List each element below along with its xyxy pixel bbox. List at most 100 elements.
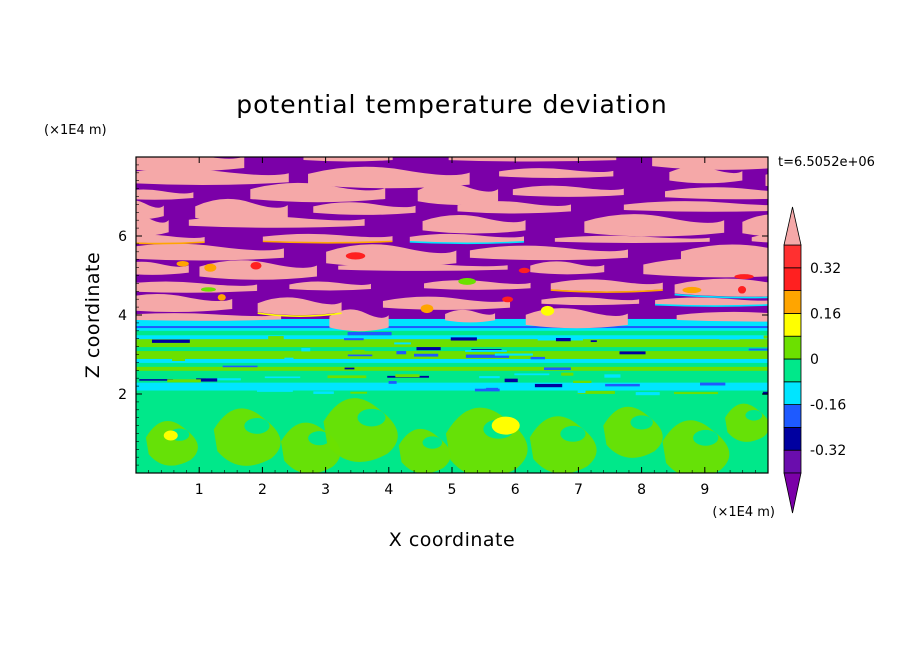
- stratum: [541, 296, 640, 306]
- stratum: [530, 261, 605, 275]
- streak-fleck: [450, 337, 477, 341]
- colorbar-segment: [783, 404, 802, 428]
- stratum: [136, 294, 233, 312]
- streak-fleck: [344, 367, 355, 370]
- front-edge: [409, 241, 525, 245]
- warm-cell: [682, 286, 702, 294]
- streak-fleck: [748, 348, 768, 351]
- streak-fleck: [555, 337, 571, 342]
- contour-field: [136, 157, 768, 473]
- eddy-core-1: [244, 418, 270, 434]
- streak-fleck: [544, 367, 571, 371]
- warm-cell: [217, 294, 226, 301]
- streak-fleck: [222, 365, 258, 368]
- stratum: [308, 166, 470, 189]
- stratum: [136, 189, 194, 200]
- streak-fleck: [494, 353, 533, 356]
- stratum: [499, 168, 614, 179]
- eddy-core-2: [308, 431, 331, 446]
- streak-fleck: [388, 381, 397, 384]
- streak-fleck: [504, 378, 518, 383]
- warm-cell: [518, 267, 530, 274]
- streak-fleck: [465, 354, 510, 358]
- stratum: [326, 244, 457, 268]
- streak-fleck: [514, 373, 550, 376]
- streak-fleck: [347, 354, 373, 357]
- front-edge: [262, 240, 393, 244]
- front-edge: [257, 312, 342, 317]
- stratum: [445, 309, 496, 323]
- streak-fleck: [205, 378, 241, 381]
- streak-fleck: [151, 339, 190, 343]
- stratum: [136, 281, 258, 293]
- streak-fleck: [284, 357, 294, 361]
- streak: [136, 350, 768, 355]
- streak-fleck: [196, 378, 218, 382]
- streak-fleck: [700, 382, 726, 386]
- stratum: [623, 201, 768, 212]
- streak-fleck: [465, 350, 507, 352]
- streak-fleck: [344, 338, 364, 341]
- x-tick-label: 3: [321, 482, 330, 498]
- streak-fleck: [604, 374, 621, 378]
- stratum: [512, 185, 624, 197]
- streak-fleck: [383, 360, 428, 363]
- streak-fleck: [763, 335, 768, 339]
- colorbar-tick-label: -0.32: [810, 443, 846, 459]
- streak: [136, 382, 768, 387]
- x-tick-label: 7: [574, 482, 583, 498]
- stratum: [665, 187, 768, 200]
- colorbar: -0.32 -0.16 0 0.16 0.32: [783, 206, 846, 514]
- streak-fleck: [301, 348, 311, 352]
- stratum: [457, 201, 571, 214]
- warm-cell: [204, 263, 217, 272]
- stratum: [136, 313, 282, 321]
- stratum: [655, 297, 768, 306]
- eddy-core-4: [422, 436, 443, 449]
- streak: [136, 354, 768, 359]
- stratum: [680, 244, 768, 266]
- warm-cell: [502, 296, 514, 303]
- x-tick-label: 6: [511, 482, 520, 498]
- streak-fleck: [479, 376, 500, 379]
- colorbar-over-triangle: [783, 206, 802, 246]
- band-cyan: [136, 318, 768, 331]
- streak-fleck: [530, 356, 546, 360]
- streak: [136, 386, 768, 391]
- eddy-core-8: [693, 429, 719, 446]
- colorbar-tick-label: -0.16: [810, 398, 846, 414]
- streak-fleck: [350, 391, 367, 394]
- time-label: t=6.5052e+06: [778, 155, 875, 170]
- x-tick-label: 2: [258, 482, 267, 498]
- stratum: [136, 214, 169, 236]
- streak: [136, 338, 768, 344]
- y-tick-label: 4: [118, 308, 127, 324]
- stratum: [313, 202, 416, 215]
- stratum: [329, 309, 389, 332]
- colorbar-segment: [783, 312, 802, 337]
- streak: [136, 342, 768, 348]
- streak-fleck: [577, 389, 586, 394]
- stratum: [409, 233, 525, 243]
- colorbar-segment: [783, 381, 802, 405]
- x-tick-label: 8: [637, 482, 646, 498]
- stratum: [417, 183, 499, 205]
- warm-cell: [420, 304, 434, 314]
- stratum: [136, 200, 164, 220]
- stratum: [751, 234, 768, 243]
- colorbar-segment: [783, 426, 802, 451]
- stratum: [136, 168, 289, 185]
- chart-title: potential temperature deviation: [236, 90, 667, 119]
- streak-fleck: [256, 388, 293, 392]
- x-axis-label: X coordinate: [389, 529, 515, 551]
- stratum: [448, 157, 617, 162]
- stratum: [652, 157, 768, 170]
- stratum: [136, 157, 245, 172]
- warm-cell: [345, 252, 366, 260]
- streak-fleck: [396, 351, 407, 355]
- streak-fleck: [352, 349, 365, 352]
- streak-fleck: [577, 390, 615, 394]
- stratum: [424, 280, 531, 290]
- warm-cell: [176, 260, 189, 267]
